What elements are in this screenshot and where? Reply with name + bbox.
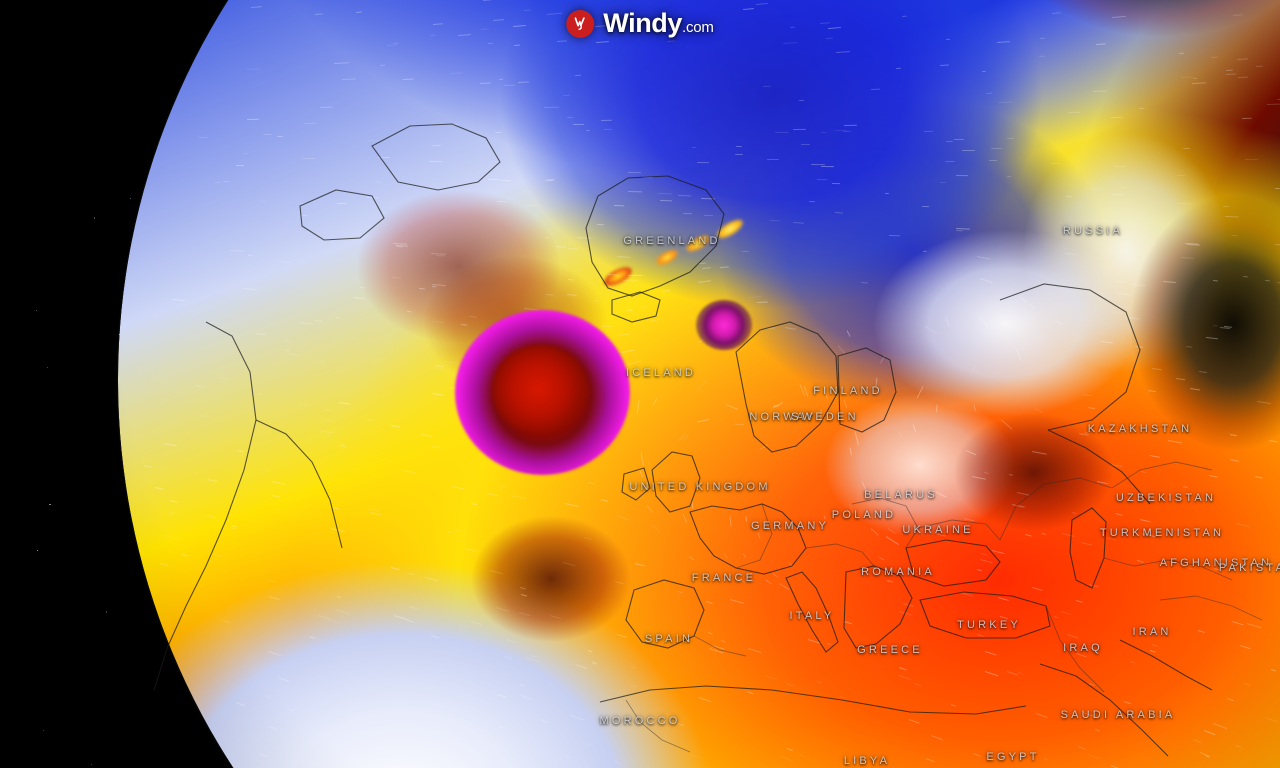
star — [90, 764, 92, 766]
cyclone-secondary — [696, 300, 752, 350]
star — [36, 549, 39, 552]
star — [46, 367, 48, 369]
star — [105, 611, 108, 613]
earth-globe[interactable] — [118, 0, 1280, 768]
windy-logo[interactable]: Windy .com — [558, 6, 721, 41]
windy-logo-text: Windy .com — [603, 8, 714, 39]
star — [42, 730, 44, 732]
brand-name: Windy — [603, 8, 683, 38]
star — [93, 217, 96, 219]
brand-domain: .com — [682, 19, 714, 36]
star — [49, 503, 51, 506]
windy-logo-icon — [566, 9, 595, 38]
globe-limb-shading — [118, 0, 1280, 768]
cyclone-main-core — [492, 345, 588, 433]
star — [35, 309, 37, 311]
star — [130, 197, 132, 199]
